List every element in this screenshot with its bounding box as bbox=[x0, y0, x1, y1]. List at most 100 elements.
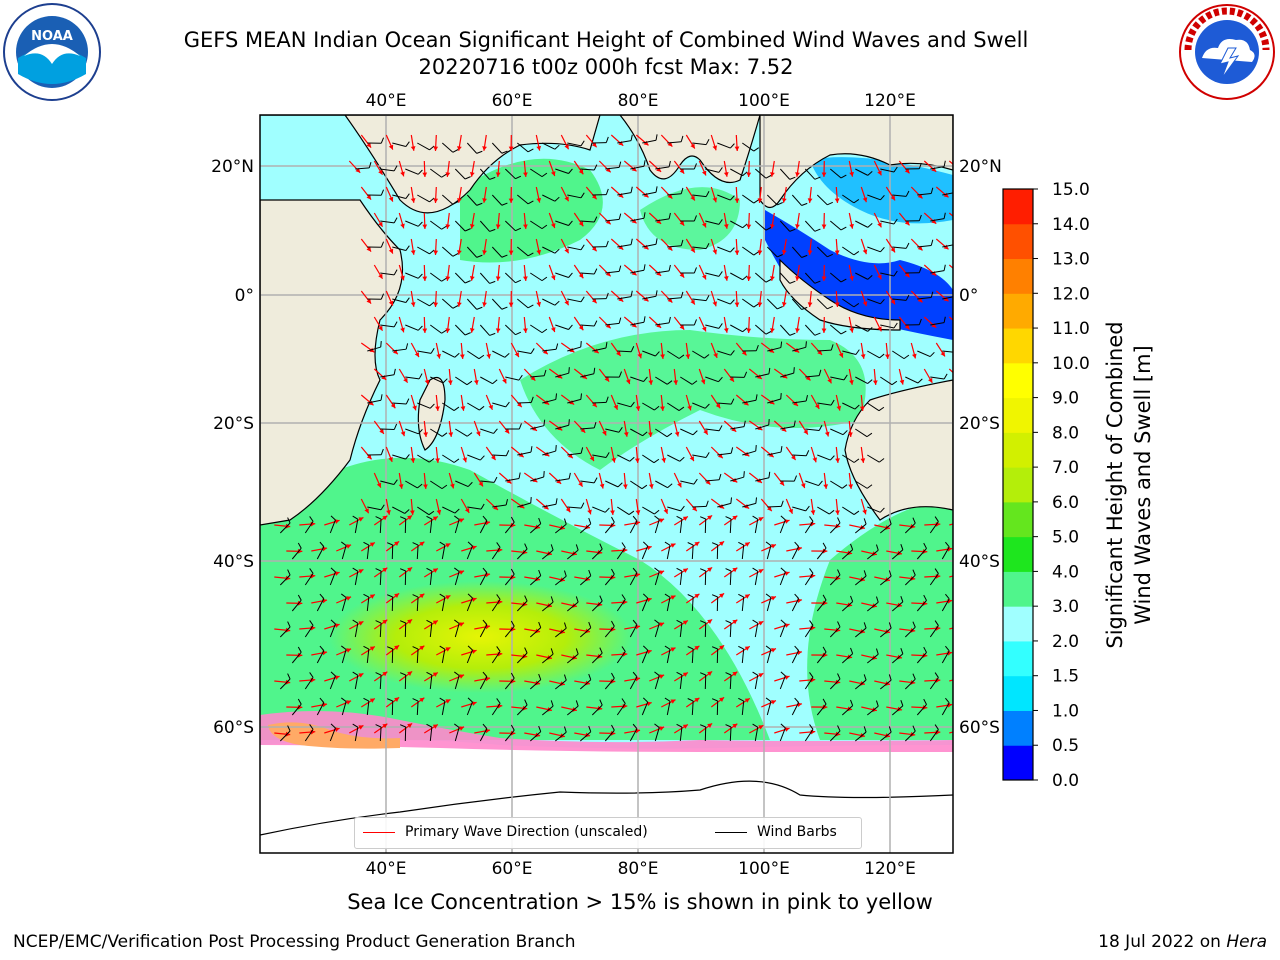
wind-barb bbox=[880, 272, 895, 277]
wind-barb bbox=[504, 324, 516, 336]
wave-arrowhead bbox=[514, 352, 519, 358]
wave-arrowhead bbox=[847, 432, 853, 437]
wave-arrowhead bbox=[821, 224, 827, 229]
wind-barb bbox=[892, 246, 907, 249]
wind-barb bbox=[516, 194, 529, 205]
wind-barb-flag bbox=[580, 140, 585, 147]
wave-arrowhead bbox=[346, 596, 352, 601]
wave-arrowhead bbox=[659, 622, 665, 627]
wind-barb bbox=[916, 704, 927, 716]
wind-barb bbox=[604, 677, 615, 690]
wind-barb-flag bbox=[827, 201, 833, 206]
wave-arrowhead bbox=[334, 727, 340, 732]
wind-barb-flag bbox=[705, 452, 710, 458]
wind-barb bbox=[567, 346, 581, 352]
wind-barb-flag bbox=[738, 593, 744, 598]
wave-arrowhead bbox=[436, 509, 442, 515]
colorbar-segment bbox=[1003, 536, 1033, 572]
wind-barb-flag bbox=[643, 160, 646, 167]
wave-arrowhead bbox=[835, 627, 841, 633]
wind-barb-flag bbox=[309, 568, 314, 574]
lat-tick-right: 20°S bbox=[959, 414, 1000, 434]
wave-arrow bbox=[948, 316, 953, 321]
wave-arrowhead bbox=[943, 192, 949, 198]
wind-barb bbox=[417, 246, 430, 255]
wave-arrowhead bbox=[618, 140, 624, 146]
wind-barb-flag bbox=[738, 645, 744, 650]
wave-arrowhead bbox=[388, 144, 394, 150]
wind-barb-flag bbox=[818, 369, 822, 376]
wind-barb bbox=[579, 679, 592, 690]
wind-barb-flag bbox=[855, 349, 860, 355]
wave-arrowhead bbox=[690, 299, 695, 305]
wind-barb bbox=[791, 702, 800, 716]
wind-barb bbox=[791, 598, 800, 612]
wind-barb bbox=[742, 502, 756, 508]
wind-barb bbox=[692, 402, 706, 409]
wave-arrowhead bbox=[532, 426, 537, 431]
wind-barb-flag bbox=[632, 619, 638, 626]
wind-barb-flag bbox=[563, 570, 567, 577]
wind-barb-flag bbox=[621, 698, 626, 704]
wind-barb-flag bbox=[441, 329, 447, 334]
wave-arrowhead bbox=[432, 620, 438, 625]
wind-barb bbox=[479, 168, 490, 180]
wave-arrowhead bbox=[394, 645, 400, 650]
wind-barb bbox=[480, 376, 493, 385]
wave-arrowhead bbox=[910, 732, 916, 737]
credit-branch: NCEP/EMC/Verification Post Processing Pr… bbox=[13, 932, 576, 952]
wind-barb bbox=[629, 728, 638, 742]
wave-arrowhead bbox=[960, 676, 965, 681]
wave-arrowhead bbox=[381, 375, 387, 380]
wind-barb-flag bbox=[655, 238, 658, 245]
wave-arrowhead bbox=[550, 327, 556, 333]
wind-barb bbox=[867, 350, 880, 359]
wind-barb-flag bbox=[621, 646, 626, 652]
wind-barb bbox=[517, 350, 532, 355]
wind-barb bbox=[929, 573, 939, 586]
wind-barb bbox=[929, 625, 939, 638]
wind-barb-flag bbox=[687, 542, 694, 546]
wind-barb bbox=[880, 376, 893, 386]
wave-arrowhead bbox=[744, 594, 750, 599]
colorbar-frame bbox=[1002, 188, 1034, 781]
wind-barb-flag bbox=[630, 401, 635, 408]
wave-arrowhead bbox=[412, 405, 417, 411]
wind-barb-flag bbox=[642, 697, 649, 703]
wave-arrowhead bbox=[835, 575, 841, 581]
wave-arrowhead bbox=[910, 524, 916, 529]
wind-barb bbox=[554, 679, 567, 690]
wind-barb bbox=[316, 702, 325, 716]
wind-barb bbox=[667, 245, 682, 248]
wind-barb-flag bbox=[700, 568, 706, 572]
wind-barb-flag bbox=[801, 306, 808, 310]
legend-entry-wave: Primary Wave Direction (unscaled) bbox=[363, 824, 648, 840]
wave-zone-peak bbox=[310, 560, 690, 700]
wind-barb-flag bbox=[789, 176, 796, 180]
wind-barb bbox=[816, 547, 827, 560]
wind-barb-flag bbox=[287, 725, 291, 732]
wind-barb-flag bbox=[482, 567, 488, 573]
wave-arrowhead bbox=[814, 403, 820, 409]
wind-barb bbox=[779, 168, 791, 180]
wind-barb-flag bbox=[743, 471, 745, 478]
wind-barb-flag bbox=[501, 306, 508, 310]
wind-barb-flag bbox=[287, 621, 291, 628]
wind-barb bbox=[779, 623, 786, 638]
wind-barb bbox=[842, 298, 855, 308]
wind-barb bbox=[430, 168, 442, 178]
wind-barb-flag bbox=[853, 251, 860, 256]
wind-barb bbox=[891, 653, 904, 664]
wave-arrowhead bbox=[922, 705, 928, 710]
wind-barb-flag bbox=[441, 225, 447, 230]
wave-arrowhead bbox=[712, 301, 718, 307]
wind-barb bbox=[816, 599, 827, 612]
wind-barb bbox=[779, 220, 791, 232]
wind-barb-flag bbox=[654, 567, 660, 572]
lat-tick-left: 60°S bbox=[213, 718, 254, 738]
wind-barb-flag bbox=[554, 248, 560, 254]
wave-arrowhead bbox=[285, 575, 291, 581]
wind-barb bbox=[792, 400, 807, 404]
wind-barb bbox=[380, 324, 395, 328]
wave-arrowhead bbox=[746, 172, 752, 177]
